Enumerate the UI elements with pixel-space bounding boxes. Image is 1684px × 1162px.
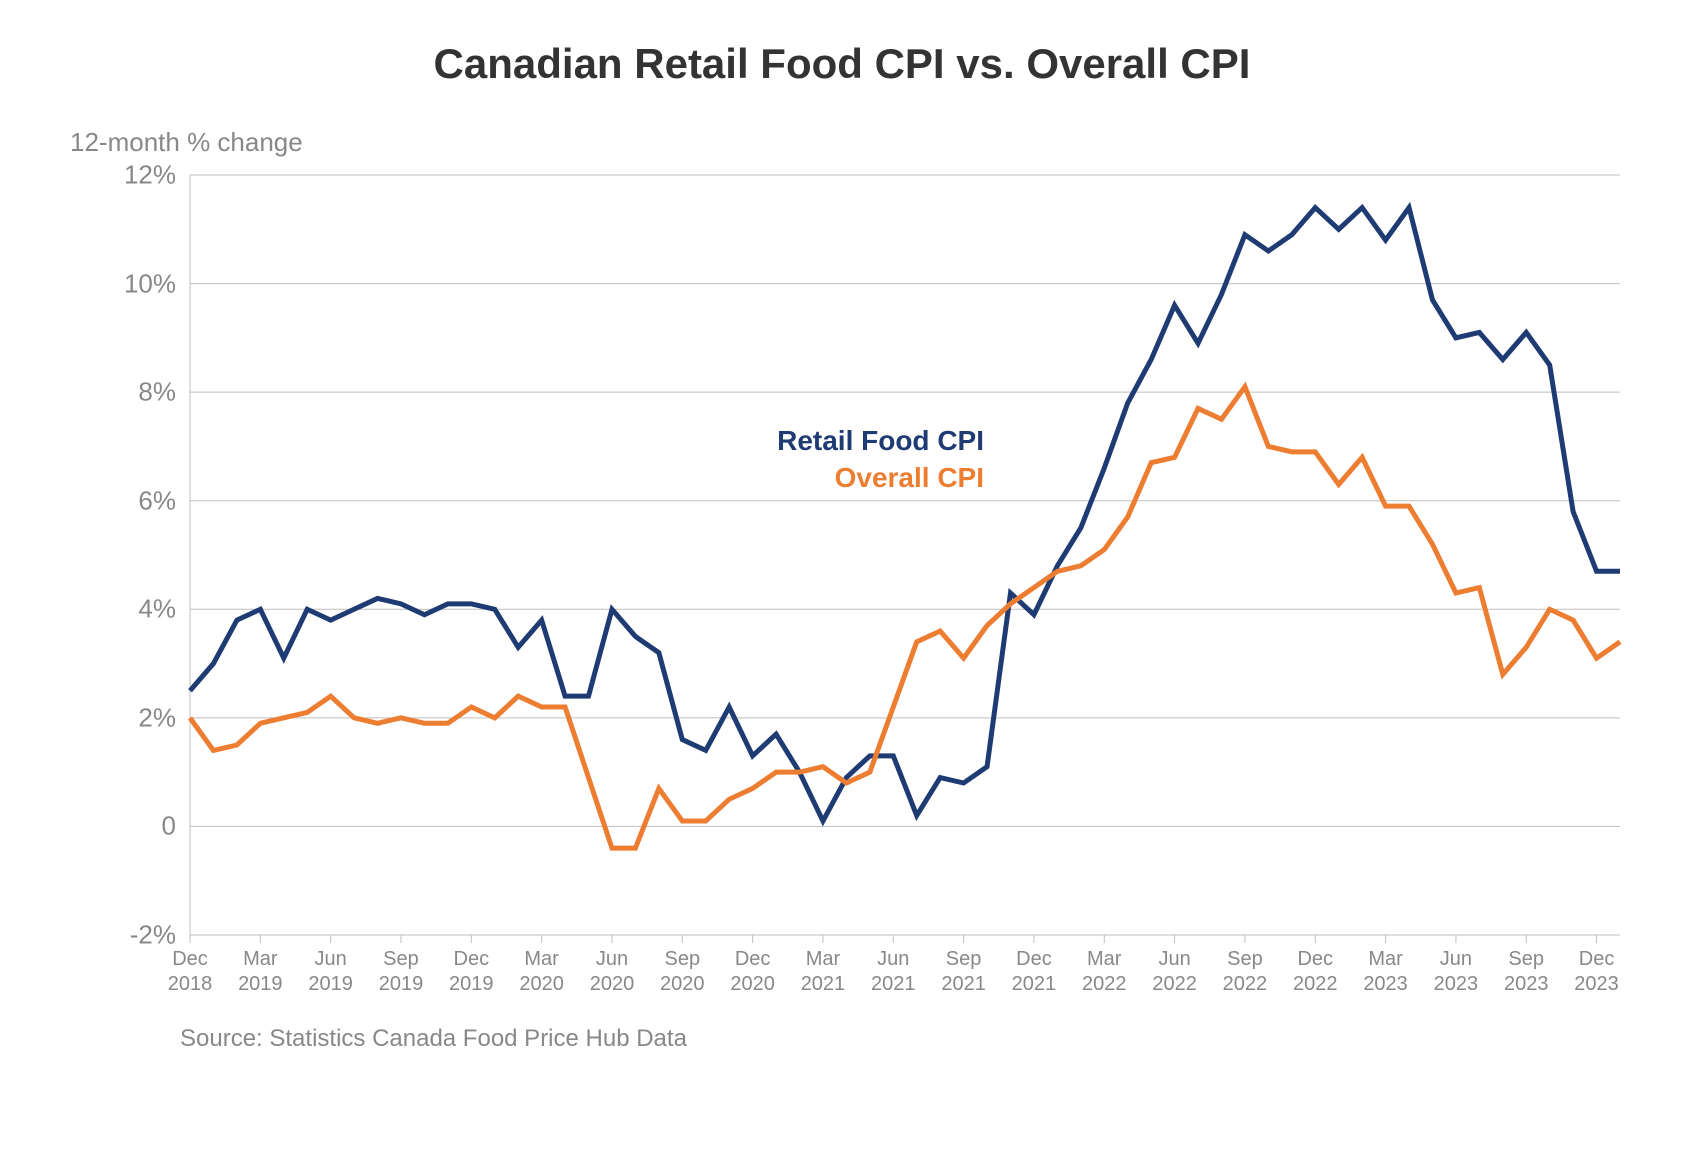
x-tick-label: Mar 2019 (225, 947, 295, 997)
x-tick-label: Sep 2023 (1491, 947, 1561, 997)
y-tick-label: 4% (138, 594, 176, 625)
chart-plot-area (190, 175, 1620, 935)
chart-title: Canadian Retail Food CPI vs. Overall CPI (0, 40, 1684, 88)
x-tick-label: Jun 2020 (577, 947, 647, 997)
series-line (190, 208, 1620, 821)
x-tick-label: Jun 2022 (1140, 947, 1210, 997)
x-tick-label: Dec 2019 (436, 947, 506, 997)
x-tick-label: Mar 2023 (1351, 947, 1421, 997)
y-axis-title: 12-month % change (70, 127, 303, 158)
x-tick-label: Dec 2023 (1562, 947, 1632, 997)
series-label: Overall CPI (835, 462, 984, 494)
y-tick-label: 10% (124, 268, 176, 299)
x-tick-label: Dec 2020 (718, 947, 788, 997)
y-tick-label: 2% (138, 702, 176, 733)
series-label: Retail Food CPI (777, 425, 984, 457)
y-tick-label: 8% (138, 377, 176, 408)
y-tick-label: 12% (124, 160, 176, 191)
x-tick-label: Dec 2021 (999, 947, 1069, 997)
x-tick-label: Jun 2019 (296, 947, 366, 997)
x-tick-label: Dec 2018 (155, 947, 225, 997)
cpi-line-chart: Canadian Retail Food CPI vs. Overall CPI… (0, 0, 1684, 1162)
x-tick-label: Mar 2021 (788, 947, 858, 997)
x-tick-label: Dec 2022 (1280, 947, 1350, 997)
y-tick-label: 6% (138, 485, 176, 516)
chart-source: Source: Statistics Canada Food Price Hub… (180, 1025, 687, 1053)
y-tick-label: 0 (162, 811, 176, 842)
y-tick-label: -2% (130, 920, 176, 951)
x-tick-label: Sep 2019 (366, 947, 436, 997)
x-tick-label: Sep 2020 (647, 947, 717, 997)
x-tick-label: Jun 2023 (1421, 947, 1491, 997)
x-tick-label: Sep 2021 (929, 947, 999, 997)
x-tick-label: Sep 2022 (1210, 947, 1280, 997)
x-tick-label: Jun 2021 (858, 947, 928, 997)
x-tick-label: Mar 2020 (507, 947, 577, 997)
x-tick-label: Mar 2022 (1069, 947, 1139, 997)
